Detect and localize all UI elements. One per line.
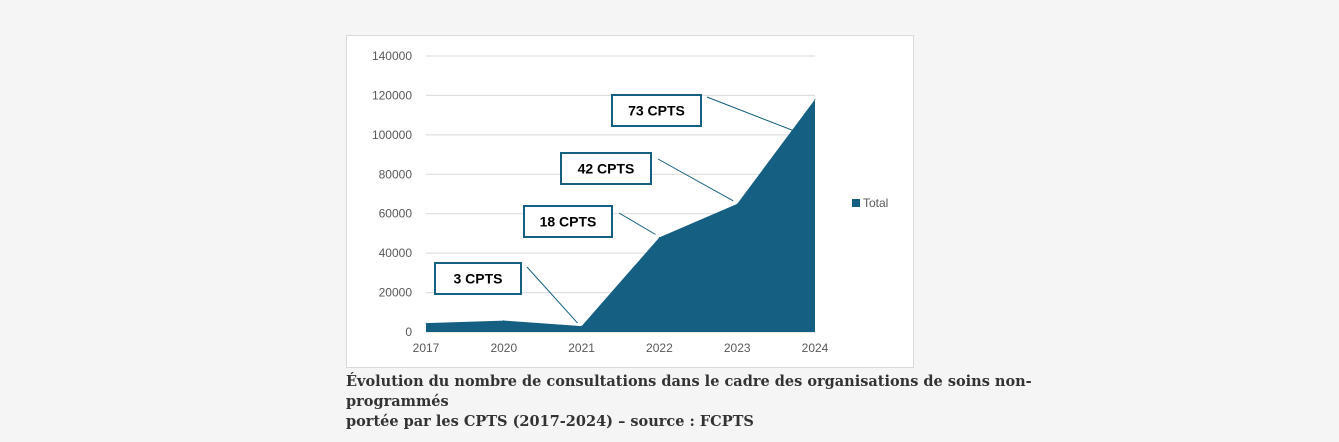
chart-container: 0 20000 40000 60000 80000 100000 120000 140000 2… xyxy=(346,35,914,368)
annotation-box xyxy=(434,262,522,295)
annotation-leader-line xyxy=(618,212,656,235)
annotation-leader-line xyxy=(657,158,734,202)
legend-label-total: Total xyxy=(863,196,888,210)
y-tick-label: 100000 xyxy=(372,128,412,142)
annotation-label: 73 CPTS xyxy=(628,103,685,119)
y-tick-label: 140000 xyxy=(372,49,412,63)
annotation-leader-line xyxy=(526,266,578,324)
data-point xyxy=(736,203,738,205)
data-point xyxy=(425,322,427,324)
x-tick-label: 2023 xyxy=(724,341,751,355)
data-point xyxy=(503,320,505,322)
data-point xyxy=(581,325,583,327)
annotation-leader-line xyxy=(706,96,804,135)
x-tick-label: 2017 xyxy=(413,341,440,355)
data-point xyxy=(814,98,816,100)
chart-caption: Évolution du nombre de consultations dan… xyxy=(346,372,1106,432)
caption-line-2: portée par les CPTS (2017-2024) – source… xyxy=(346,413,754,430)
x-tick-label: 2021 xyxy=(568,341,595,355)
annotation-box xyxy=(611,94,702,127)
area-chart: 0 20000 40000 60000 80000 100000 120000 140000 2… xyxy=(372,49,888,355)
y-tick-label: 20000 xyxy=(379,286,413,300)
legend-swatch-total xyxy=(852,199,860,207)
x-tick-label: 2022 xyxy=(646,341,673,355)
x-tick-label: 2020 xyxy=(490,341,517,355)
annotation-label: 42 CPTS xyxy=(578,161,635,177)
annotation-label: 3 CPTS xyxy=(453,271,502,287)
y-tick-label: 0 xyxy=(405,325,412,339)
y-tick-label: 60000 xyxy=(379,207,413,221)
y-tick-label: 80000 xyxy=(379,167,413,181)
annotation-label: 18 CPTS xyxy=(540,214,597,230)
annotation-box xyxy=(523,205,613,238)
series-area-total xyxy=(426,99,815,332)
caption-line-1: Évolution du nombre de consultations dan… xyxy=(346,373,1032,410)
data-point xyxy=(658,236,660,238)
y-tick-label: 40000 xyxy=(379,246,413,260)
y-tick-label: 120000 xyxy=(372,88,412,102)
x-tick-label: 2024 xyxy=(802,341,829,355)
annotation-box xyxy=(560,152,652,185)
